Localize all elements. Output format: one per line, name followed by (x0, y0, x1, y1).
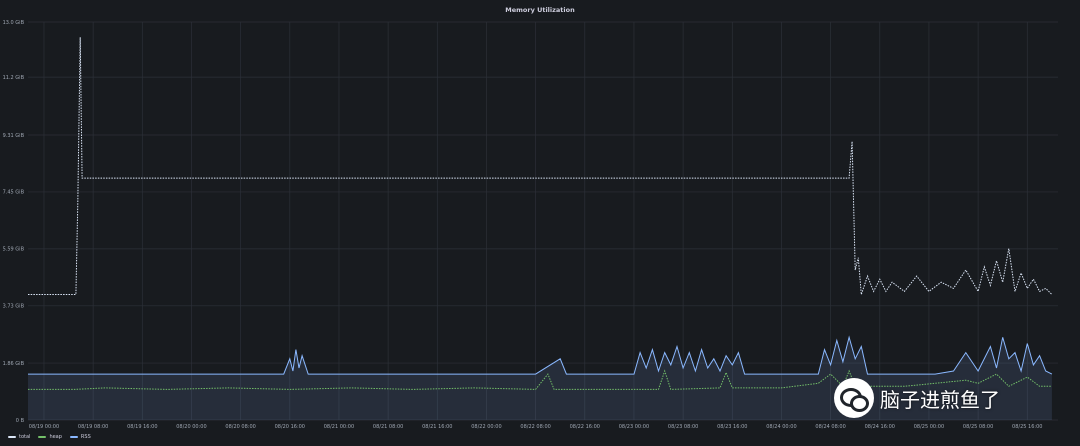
x-tick-label: 08/20 00:00 (176, 424, 206, 430)
x-tick-label: 08/21 00:00 (324, 424, 354, 430)
x-tick-label: 08/22 00:00 (471, 424, 501, 430)
legend-swatch-total (8, 436, 16, 438)
watermark-text: 脑子进煎鱼了 (880, 387, 1000, 412)
x-tick-label: 08/24 16:00 (865, 424, 895, 430)
x-tick-label: 08/21 16:00 (422, 424, 452, 430)
legend-item-rss[interactable]: RSS (69, 434, 91, 440)
legend: total heap RSS (8, 432, 91, 442)
y-tick-label: 7.45 GiB (3, 190, 25, 196)
chart-title: Memory Utilization (505, 6, 575, 14)
y-tick-label: 3.73 GiB (3, 304, 25, 310)
y-tick-label: 0 B (16, 418, 25, 424)
x-tick-label: 08/20 16:00 (275, 424, 305, 430)
x-tick-label: 08/19 00:00 (29, 424, 59, 430)
x-axis: 08/19 00:00 08/19 08:00 08/19 16:00 08/20 0… (29, 424, 1043, 430)
legend-label-heap: heap (49, 434, 62, 440)
grid-layer (28, 21, 1058, 421)
legend-label-rss: RSS (80, 434, 91, 440)
y-tick-label: 13.0 GiB (3, 20, 25, 26)
legend-item-heap[interactable]: heap (38, 434, 62, 440)
y-tick-label: 1.86 GiB (3, 361, 25, 367)
legend-label-total: total (19, 434, 31, 440)
y-axis: 0 B 1.86 GiB 3.73 GiB 5.59 GiB 7.45 GiB 9.31 … (3, 20, 25, 424)
x-tick-label: 08/22 16:00 (570, 424, 600, 430)
x-tick-label: 08/23 08:00 (668, 424, 698, 430)
legend-item-total[interactable]: total (8, 434, 30, 440)
legend-swatch-heap (38, 436, 47, 438)
y-tick-label: 11.2 GiB (3, 75, 25, 81)
x-tick-label: 08/22 08:00 (520, 424, 550, 430)
series-line-heap[interactable] (28, 369, 1052, 390)
x-tick-label: 08/19 16:00 (127, 424, 157, 430)
legend-swatch-rss (69, 436, 78, 438)
x-tick-label: 08/25 08:00 (963, 424, 993, 430)
x-tick-label: 08/25 00:00 (914, 424, 944, 430)
x-tick-label: 08/24 00:00 (766, 424, 796, 430)
y-tick-label: 5.59 GiB (3, 247, 25, 253)
series-line-rss[interactable] (28, 335, 1053, 375)
series-line-total[interactable] (28, 37, 1053, 295)
y-tick-label: 9.31 GiB (3, 133, 25, 139)
x-tick-label: 08/20 08:00 (225, 424, 255, 430)
x-tick-label: 08/25 16:00 (1012, 424, 1042, 430)
x-tick-label: 08/23 00:00 (619, 424, 649, 430)
x-tick-label: 08/21 08:00 (373, 424, 403, 430)
series-layer (28, 37, 1053, 420)
x-tick-label: 08/24 08:00 (815, 424, 845, 430)
x-tick-label: 08/23 16:00 (717, 424, 747, 430)
watermark: 脑子进煎鱼了 (834, 376, 1000, 420)
wechat-logo-icon (834, 378, 874, 418)
series-area-rss (28, 337, 1052, 420)
x-tick-label: 08/19 08:00 (78, 424, 108, 430)
